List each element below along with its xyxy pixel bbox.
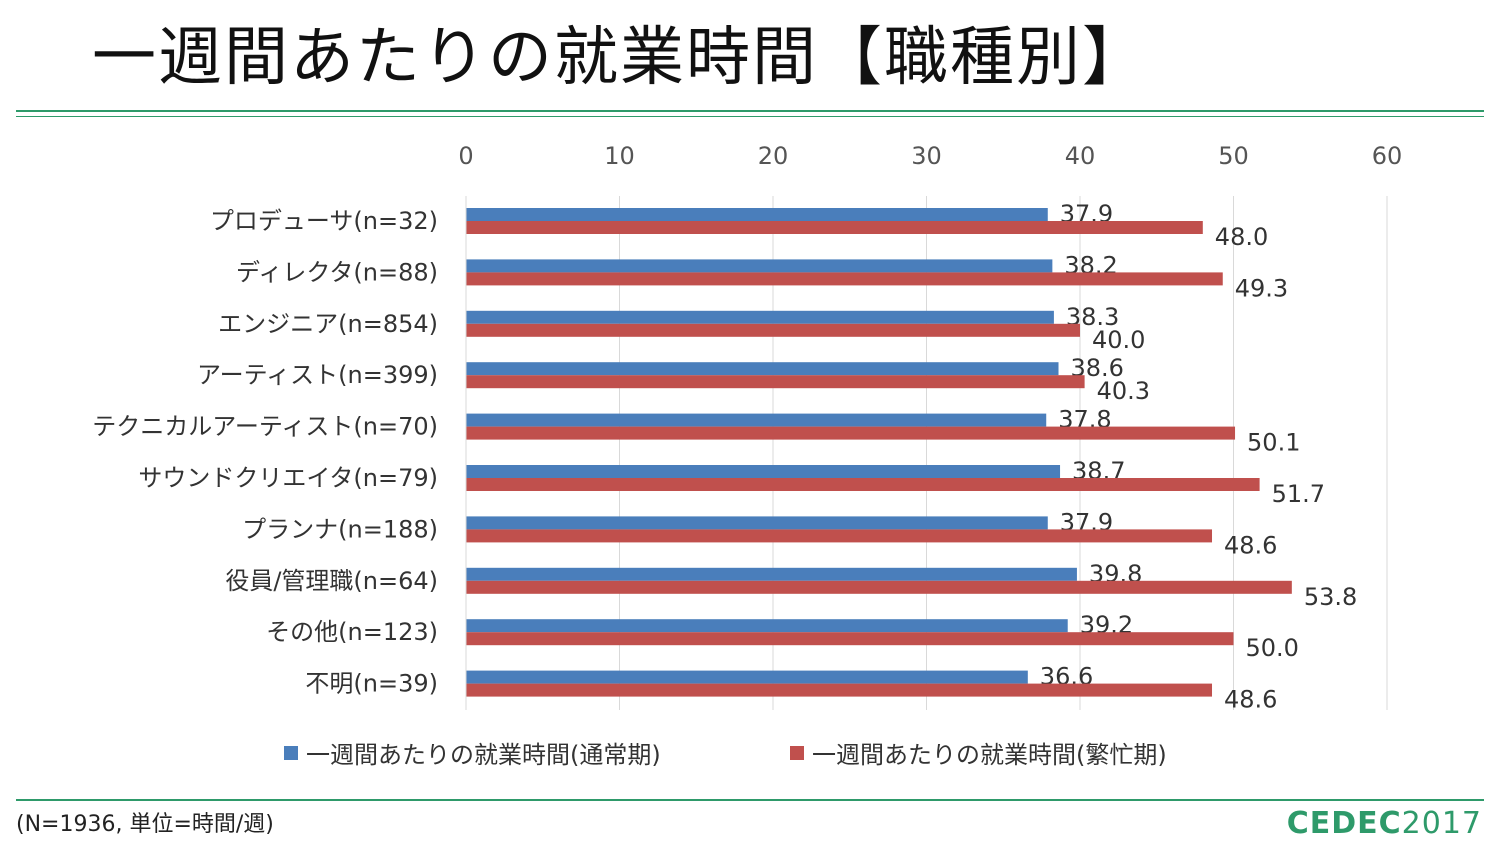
legend-label-normal: 一週間あたりの就業時間(通常期): [306, 741, 661, 769]
bar-busy-9: [466, 683, 1213, 697]
bar-normal-3: [466, 362, 1059, 376]
bar-busy-8: [466, 632, 1234, 646]
chart-legend: 一週間あたりの就業時間(通常期) 一週間あたりの就業時間(繁忙期): [0, 735, 1500, 775]
bar-busy-4: [466, 426, 1236, 440]
data-label-busy-2: 40.0: [1092, 326, 1145, 354]
data-label-busy-8: 50.0: [1246, 634, 1299, 662]
category-label: 不明(n=39): [305, 670, 438, 698]
bar-busy-1: [466, 272, 1223, 286]
legend-item-normal: 一週間あたりの就業時間(通常期): [284, 735, 661, 770]
bar-busy-6: [466, 529, 1213, 543]
bar-normal-2: [466, 310, 1054, 324]
bar-normal-0: [466, 208, 1048, 221]
data-label-busy-0: 48.0: [1215, 223, 1268, 251]
x-tick-label-10: 10: [604, 142, 635, 170]
x-tick-label-0: 0: [458, 142, 473, 170]
x-tick-label-60: 60: [1372, 142, 1403, 170]
category-label: プロデューサ(n=32): [210, 207, 438, 235]
category-label: ディレクタ(n=88): [236, 258, 438, 286]
bar-busy-3: [466, 375, 1085, 389]
bar-normal-6: [466, 516, 1048, 530]
data-label-busy-9: 48.6: [1224, 686, 1277, 714]
data-label-busy-1: 49.3: [1235, 274, 1288, 302]
data-label-busy-5: 51.7: [1272, 480, 1325, 508]
bar-normal-5: [466, 465, 1061, 478]
bar-busy-7: [466, 580, 1292, 594]
logo-year: 2017: [1401, 806, 1482, 841]
bar-normal-4: [466, 413, 1047, 427]
category-label: プランナ(n=188): [242, 515, 438, 543]
bar-busy-5: [466, 478, 1260, 491]
category-label: エンジニア(n=854): [218, 310, 438, 338]
data-label-busy-7: 53.8: [1304, 583, 1357, 611]
category-label: サウンドクリエイタ(n=79): [138, 464, 438, 492]
bar-normal-7: [466, 567, 1077, 581]
page-title: 一週間あたりの就業時間【職種別】: [92, 21, 1148, 95]
legend-swatch-normal: [284, 745, 298, 760]
data-label-busy-4: 50.1: [1247, 429, 1300, 457]
bar-normal-8: [466, 619, 1068, 633]
category-label: テクニカルアーティスト(n=70): [92, 413, 438, 441]
x-tick-label-40: 40: [1065, 142, 1096, 170]
footer-divider: [16, 799, 1484, 801]
x-tick-label-50: 50: [1218, 142, 1249, 170]
title-divider-thin: [16, 116, 1484, 117]
legend-swatch-busy: [790, 745, 804, 760]
legend-item-busy: 一週間あたりの就業時間(繁忙期): [790, 735, 1167, 770]
bar-busy-2: [466, 323, 1080, 337]
bar-busy-0: [466, 221, 1203, 234]
cedec-logo: CEDEC2017: [1287, 806, 1482, 841]
bar-normal-9: [466, 670, 1028, 684]
legend-label-busy: 一週間あたりの就業時間(繁忙期): [812, 741, 1167, 769]
category-label: アーティスト(n=399): [197, 361, 438, 389]
title-divider: [16, 110, 1484, 112]
x-tick-label-30: 30: [911, 142, 942, 170]
x-tick-label-20: 20: [758, 142, 789, 170]
logo-brand: CEDEC: [1286, 806, 1402, 841]
category-label: その他(n=123): [266, 618, 438, 646]
data-label-busy-3: 40.3: [1097, 377, 1150, 405]
category-label: 役員/管理職(n=64): [225, 567, 438, 595]
bar-normal-1: [466, 259, 1053, 273]
footnote: (N=1936, 単位=時間/週): [16, 812, 274, 837]
data-label-busy-6: 48.6: [1224, 531, 1277, 559]
